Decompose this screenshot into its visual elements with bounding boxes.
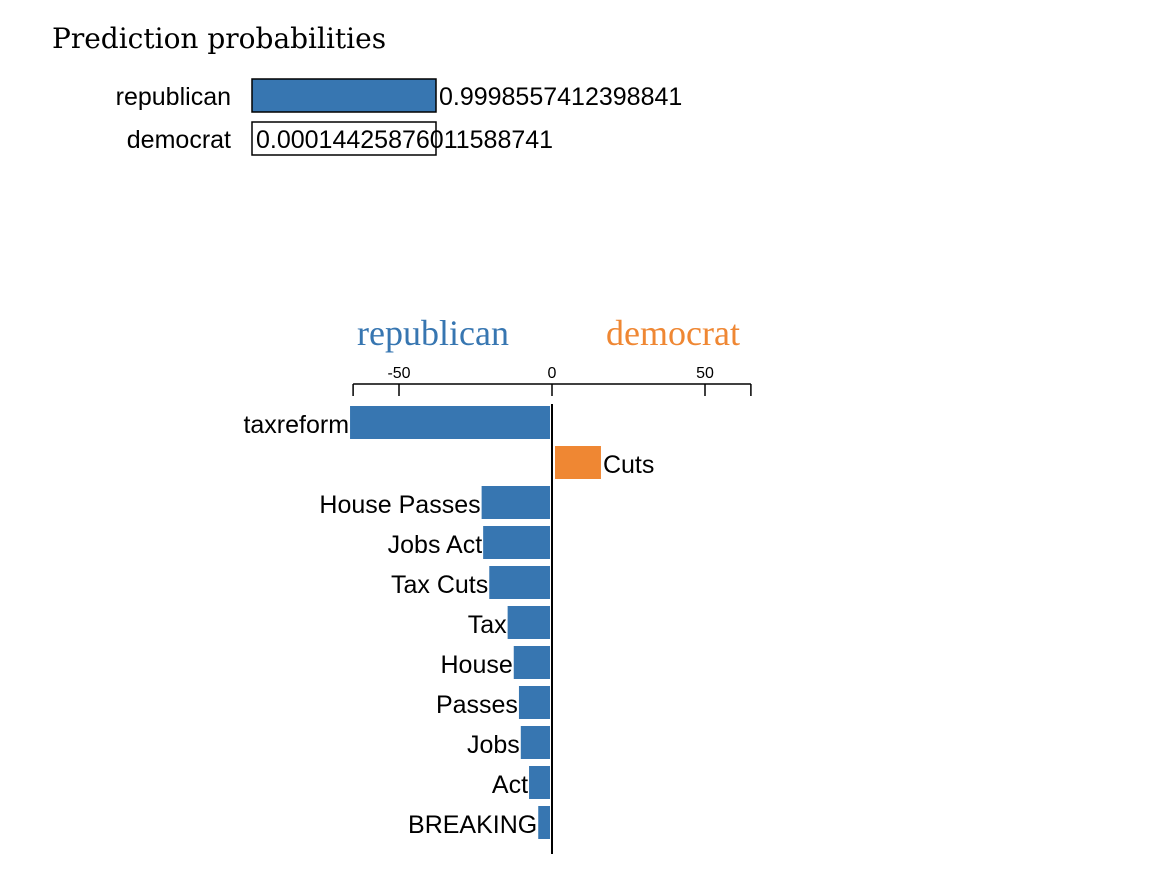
feature-label: taxreform bbox=[243, 411, 349, 439]
feature-label: Act bbox=[492, 771, 528, 799]
bar-tax bbox=[507, 606, 550, 639]
prediction-title: Prediction probabilities bbox=[52, 22, 386, 55]
prediction-value: 0.9998557412398841 bbox=[439, 83, 682, 111]
bar-taxreform bbox=[350, 406, 550, 439]
x-tick-label: -50 bbox=[387, 365, 410, 382]
bar-passes bbox=[518, 686, 550, 719]
prediction-bar-frame bbox=[251, 78, 437, 113]
prediction-bar-fill bbox=[252, 79, 436, 112]
feature-chart: republican democrat -50 0 50 taxreform Cuts… bbox=[243, 313, 752, 854]
bars bbox=[350, 406, 601, 839]
feature-label: BREAKING bbox=[408, 811, 537, 839]
prediction-bar-frame bbox=[251, 121, 437, 156]
bar-house-passes bbox=[481, 486, 550, 519]
bar-house bbox=[513, 646, 550, 679]
prediction-label: republican bbox=[116, 83, 231, 111]
prediction-row-democrat: democrat 0.00014425876011588741 bbox=[127, 121, 553, 156]
class-header-republican: republican bbox=[357, 313, 509, 353]
feature-label: Tax Cuts bbox=[391, 571, 488, 599]
feature-label: Passes bbox=[436, 691, 518, 719]
feature-label: Tax bbox=[468, 611, 507, 639]
feature-label: Jobs bbox=[467, 731, 520, 759]
prediction-label: democrat bbox=[127, 126, 231, 154]
x-axis: -50 0 50 bbox=[352, 365, 752, 396]
prediction-row-republican: republican 0.9998557412398841 bbox=[116, 78, 682, 113]
prediction-value: 0.00014425876011588741 bbox=[256, 126, 553, 154]
prediction-probabilities: Prediction probabilities republican 0.999… bbox=[52, 22, 682, 156]
prediction-rows: republican 0.9998557412398841 democrat 0.00… bbox=[116, 78, 682, 156]
feature-labels: taxreform Cuts House Passes Jobs Act Tax Cut… bbox=[243, 411, 654, 839]
bar-jobs-act bbox=[483, 526, 550, 559]
class-header-democrat: democrat bbox=[606, 313, 740, 353]
feature-label: House Passes bbox=[319, 491, 480, 519]
x-tick-label: 0 bbox=[548, 365, 557, 382]
bar-jobs bbox=[520, 726, 550, 759]
bar-tax-cuts bbox=[489, 566, 550, 599]
bar-breaking bbox=[538, 806, 550, 839]
x-tick-label: 50 bbox=[696, 365, 714, 382]
feature-label: House bbox=[440, 651, 512, 679]
feature-label: Cuts bbox=[603, 451, 654, 479]
feature-label: Jobs Act bbox=[388, 531, 483, 559]
bar-cuts bbox=[555, 446, 601, 479]
bar-act bbox=[529, 766, 550, 799]
